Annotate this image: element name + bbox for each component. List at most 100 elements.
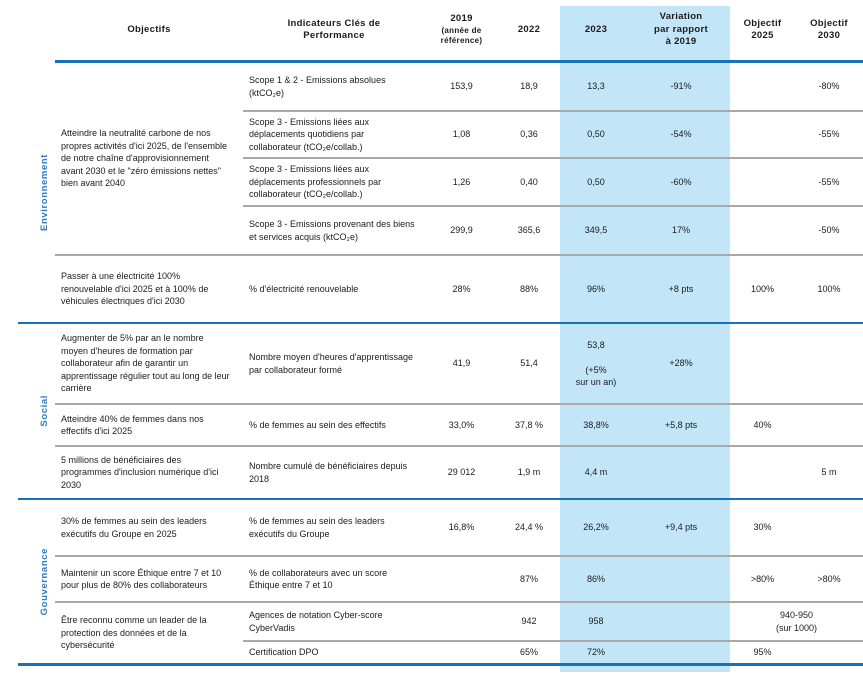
kpi-row-femmes-effectifs: % de femmes au sein des effectifs 33,0% …	[243, 405, 863, 445]
kpi-row-beneficiaires: Nombre cumulé de bénéficiaires depuis 20…	[243, 447, 863, 498]
section-gouvernance-body: 30% de femmes au sein des leaders exécut…	[55, 500, 863, 663]
value-2023: 0,50	[587, 176, 605, 187]
objective-group-femmes-leaders: 30% de femmes au sein des leaders exécut…	[55, 500, 863, 555]
header-objectif-2025: Objectif 2025	[743, 17, 782, 41]
value-2022: 18,9	[520, 81, 538, 92]
value-objectif-2025: 30%	[753, 522, 772, 533]
value-variation	[632, 447, 730, 498]
objective-text: Être reconnu comme un leader de la prote…	[61, 615, 207, 651]
header-2019-year: 2019	[450, 13, 473, 25]
section-label-social: Social	[39, 395, 50, 427]
value-2022: 0,40	[520, 176, 538, 187]
value-variation: -54%	[670, 129, 692, 140]
value-objectif-2030: -50%	[818, 225, 840, 236]
kpi-rows: Nombre moyen d'heures d'apprentissage pa…	[243, 324, 863, 403]
value-2022: 365,6	[517, 225, 541, 236]
section-environnement-gutter: Environnement	[0, 63, 55, 322]
value-2019: 28%	[452, 283, 471, 294]
objective-group-inclusion-numerique: 5 millions de bénéficiaires des programm…	[55, 445, 863, 498]
header-2023: 2023	[584, 23, 608, 35]
section-label-gouvernance: Gouvernance	[39, 547, 50, 616]
header-2019-note: (année de référence)	[440, 25, 483, 46]
value-2023: 26,2%	[583, 522, 609, 533]
section-social-gutter: Social	[0, 324, 55, 498]
objective-group-cybersecurite: Être reconnu comme un leader de la prote…	[55, 601, 863, 663]
value-objectif-2025: 95%	[753, 647, 772, 658]
objective-group-femmes-effectifs: Atteindre 40% de femmes dans nos effecti…	[55, 403, 863, 445]
value-variation	[632, 642, 730, 663]
objective-group-neutralite-carbone: Atteindre la neutralité carbone de nos p…	[55, 63, 863, 254]
value-2023: 86%	[586, 573, 605, 584]
value-2022: 65%	[519, 647, 538, 658]
value-objectif-2030	[795, 405, 863, 445]
header-objectif-2030: Objectif 2030	[810, 17, 848, 41]
kpi-label: Scope 3 - Emissions provenant des biens …	[249, 219, 415, 242]
table-header-row: Objectifs Indicateurs Clés de Performanc…	[0, 0, 863, 60]
objective-text: Atteindre la neutralité carbone de nos p…	[61, 128, 228, 189]
value-objectif-2030: 100%	[817, 283, 841, 294]
kpi-label: Scope 1 & 2 - Emissions absolues (ktCO₂e…	[249, 75, 386, 98]
value-objectif-2025	[730, 159, 795, 205]
kpi-row-cybervadis: Agences de notation Cyber-score CyberVad…	[243, 603, 863, 640]
kpi-rows: % de femmes au sein des effectifs 33,0% …	[243, 405, 863, 445]
value-2023: 38,8%	[583, 419, 609, 430]
objective-text: Passer à une électricité 100% renouvelab…	[61, 271, 209, 307]
section-environnement: Environnement Atteindre la neutralité ca…	[0, 63, 863, 322]
kpi-label: Agences de notation Cyber-score CyberVad…	[249, 610, 383, 633]
kpi-rows: Scope 1 & 2 - Emissions absolues (ktCO₂e…	[243, 63, 863, 254]
value-2019: 1,26	[452, 176, 471, 187]
value-variation: +8 pts	[668, 283, 694, 294]
kpi-rows: Nombre cumulé de bénéficiaires depuis 20…	[243, 447, 863, 498]
kpi-row-scope12: Scope 1 & 2 - Emissions absolues (ktCO₂e…	[243, 63, 863, 110]
kpi-row-scope3-biens-services: Scope 3 - Emissions provenant des biens …	[243, 205, 863, 254]
value-variation: -60%	[670, 176, 692, 187]
table-bottom-rule	[18, 663, 863, 666]
section-divider-social-gouvernance	[18, 498, 863, 500]
section-social-body: Augmenter de 5% par an le nombre moyen d…	[55, 324, 863, 498]
value-objectif-2025	[730, 447, 795, 498]
value-2022: 37,8 %	[514, 419, 544, 430]
section-environnement-body: Atteindre la neutralité carbone de nos p…	[55, 63, 863, 322]
header-2022: 2022	[517, 23, 541, 35]
value-objectif-2030: -80%	[818, 81, 840, 92]
section-social: Social Augmenter de 5% par an le nombre …	[0, 324, 863, 498]
value-objectif-2025	[730, 207, 795, 254]
value-objectif-2030	[795, 324, 863, 403]
value-objectif-2030: -55%	[818, 176, 840, 187]
objective-group-score-ethique: Maintenir un score Éthique entre 7 et 10…	[55, 555, 863, 601]
kpi-row-heures-apprentissage: Nombre moyen d'heures d'apprentissage pa…	[243, 324, 863, 403]
section-label-environnement: Environnement	[39, 154, 50, 231]
value-2022: 87%	[519, 573, 538, 584]
value-2019: 1,08	[452, 129, 471, 140]
value-2022: 942	[521, 616, 537, 627]
value-2023: 72%	[586, 647, 605, 658]
objective-text: 30% de femmes au sein des leaders exécut…	[61, 516, 207, 539]
value-2022: 0,36	[520, 129, 538, 140]
value-variation: -91%	[670, 81, 692, 92]
section-divider-environnement-social	[18, 322, 863, 324]
value-variation: +28%	[669, 358, 693, 369]
value-objectif-2025: 40%	[753, 419, 772, 430]
value-objectif-2025	[730, 63, 795, 110]
value-objectif-2025	[730, 112, 795, 157]
kpi-rows: % de femmes au sein des leaders exécutif…	[243, 500, 863, 555]
value-2023: 96%	[586, 283, 605, 294]
value-2023: 53,8 (+5% sur un an)	[575, 340, 617, 387]
objective-text: Augmenter de 5% par an le nombre moyen d…	[61, 333, 230, 394]
objective-group-electricite-renouvelable: Passer à une électricité 100% renouvelab…	[55, 254, 863, 322]
value-objectif-2025: >80%	[750, 573, 775, 584]
objective-text: Maintenir un score Éthique entre 7 et 10…	[61, 567, 222, 590]
kpi-label: % de femmes au sein des leaders exécutif…	[249, 516, 385, 539]
value-2022: 51,4	[520, 358, 538, 369]
kpi-label: % d'électricité renouvelable	[249, 283, 359, 294]
value-2019: 299,9	[450, 225, 473, 236]
kpi-label: Certification DPO	[249, 647, 319, 658]
kpi-rows: % de collaborateurs avec un score Éthiqu…	[243, 557, 863, 601]
value-2023: 13,3	[587, 81, 605, 92]
kpi-label: Nombre moyen d'heures d'apprentissage pa…	[249, 352, 414, 375]
value-2019	[425, 557, 498, 601]
kpi-rows: % d'électricité renouvelable 28% 88% 96%…	[243, 256, 863, 322]
kpi-label: % de collaborateurs avec un score Éthiqu…	[249, 567, 388, 590]
kpi-rows: Agences de notation Cyber-score CyberVad…	[243, 603, 863, 663]
